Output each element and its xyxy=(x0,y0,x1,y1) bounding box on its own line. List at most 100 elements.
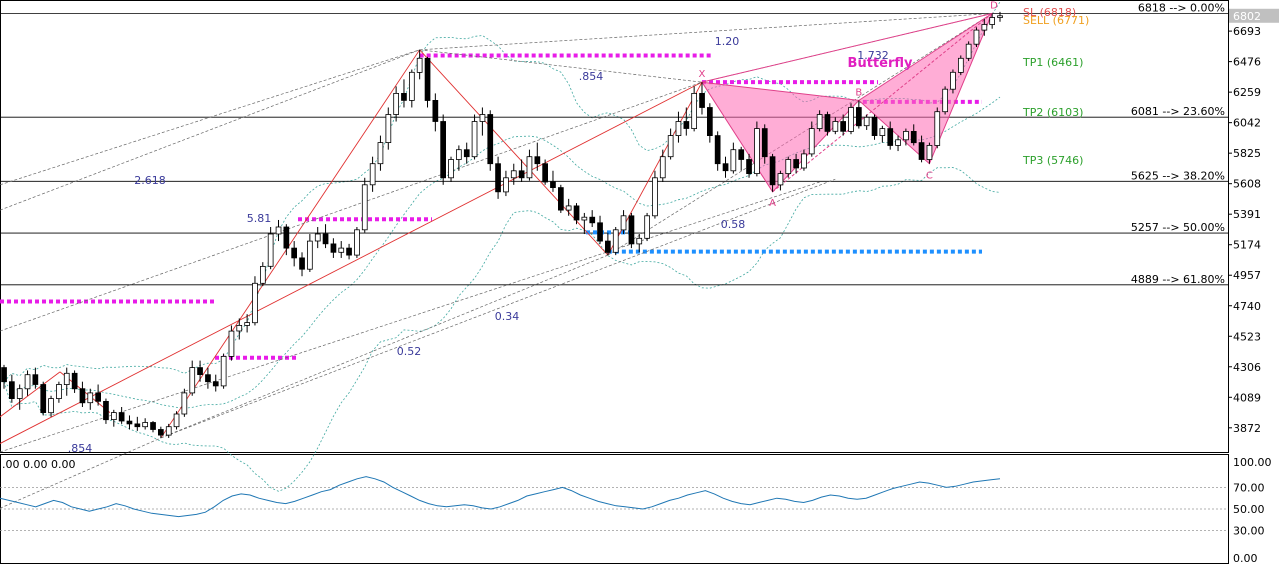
candle-body xyxy=(244,322,250,326)
candle-body xyxy=(918,142,925,160)
price-axis-label: 5825 xyxy=(1233,147,1261,160)
osc-axis-label: 30.00 xyxy=(1233,525,1265,538)
ratio-line xyxy=(0,181,820,453)
candle-body xyxy=(212,381,219,387)
price-axis-label: 4957 xyxy=(1233,269,1261,282)
candle-body xyxy=(910,130,917,144)
candle-body xyxy=(808,128,815,155)
candle-body xyxy=(620,215,627,231)
candle-body xyxy=(683,121,690,129)
candle-body xyxy=(761,128,768,158)
candle-body xyxy=(754,128,760,175)
candle-body xyxy=(777,173,784,186)
candle-body xyxy=(816,114,823,130)
trend-line xyxy=(160,49,421,439)
candle-body xyxy=(87,392,94,404)
candle-body xyxy=(691,93,698,130)
candle-body xyxy=(840,121,847,132)
candle-body xyxy=(487,114,494,165)
candle-body xyxy=(40,384,47,414)
price-axis-label: 4306 xyxy=(1233,361,1261,374)
candle-body xyxy=(267,233,274,267)
candle-body xyxy=(879,128,886,137)
candle-body xyxy=(989,17,996,25)
candle-body xyxy=(965,43,972,59)
candle-body xyxy=(565,205,572,211)
fib-level-label: 6081 --> 23.60% xyxy=(1131,105,1225,118)
price-axis-label: 5608 xyxy=(1233,178,1261,191)
current-price-badge xyxy=(1229,8,1279,23)
candle-body xyxy=(997,15,1003,18)
candle-body xyxy=(824,114,831,132)
pattern-point-label: X xyxy=(699,69,706,80)
ratio-line xyxy=(419,13,993,51)
candle-body xyxy=(558,187,564,211)
price-axis-label: 6476 xyxy=(1233,56,1261,69)
ratio-label: 0.58 xyxy=(721,218,746,231)
candle-body xyxy=(71,372,78,390)
candle-body xyxy=(48,398,54,414)
butterfly-ad-leg xyxy=(772,13,993,193)
price-axis-label: 6042 xyxy=(1233,117,1261,130)
candle-body xyxy=(369,163,376,186)
candle-body xyxy=(338,247,345,253)
osc-axis-label: 50.00 xyxy=(1233,503,1265,516)
osc-line xyxy=(0,476,1001,518)
candle-body xyxy=(463,149,470,158)
candle-body xyxy=(534,156,541,165)
candle-body xyxy=(848,107,854,132)
ratio-label: .854 xyxy=(579,70,604,83)
ratio-line xyxy=(0,49,420,211)
price-axis-label: 4740 xyxy=(1233,300,1261,313)
candle-body xyxy=(181,392,188,415)
candle-body xyxy=(1,367,7,383)
candle-body xyxy=(291,247,298,259)
candle-body xyxy=(605,240,611,253)
price-axis-label: 3872 xyxy=(1233,422,1261,435)
candle-body xyxy=(157,429,164,436)
candle-body xyxy=(895,139,901,146)
osc-axis-label: 100.00 xyxy=(1233,456,1272,469)
candle-body xyxy=(32,374,39,385)
osc-readout: .00 0.00 0.00 xyxy=(2,458,75,471)
fib-level-label: 4889 --> 61.80% xyxy=(1131,273,1225,286)
pattern-point-label: A xyxy=(769,198,776,209)
candle-body xyxy=(801,153,807,169)
price-axis-label: 5174 xyxy=(1233,239,1261,252)
candle-body xyxy=(871,116,878,137)
candle-body xyxy=(542,163,549,183)
candle-body xyxy=(730,149,737,172)
upper-band-line xyxy=(3,1,1001,382)
candle-body xyxy=(659,156,666,179)
fib-level-label: 6818 --> 0.00% xyxy=(1138,2,1225,15)
pattern-point-label: B xyxy=(855,87,862,98)
candle-body xyxy=(385,114,392,144)
candle-body xyxy=(785,159,792,175)
candle-body xyxy=(644,215,651,239)
middle-band-line xyxy=(3,96,1001,409)
candle-body xyxy=(306,240,313,270)
trend-line xyxy=(0,81,703,444)
candle-body xyxy=(981,24,988,31)
candle-body xyxy=(675,121,682,137)
candle-body xyxy=(228,330,235,357)
candle-body xyxy=(220,355,227,387)
candle-body xyxy=(495,163,501,193)
candle-body xyxy=(479,114,486,122)
butterfly-xab-triangle xyxy=(701,81,860,193)
trade-level-label: TP3 (5746) xyxy=(1022,154,1083,167)
osc-axis-label: 70.00 xyxy=(1233,481,1265,494)
candle-body xyxy=(56,384,62,400)
price-axis-label: 6259 xyxy=(1233,86,1261,99)
pattern-name-label: Butterfly xyxy=(848,56,913,71)
candle-body xyxy=(8,381,15,400)
lower-band-line xyxy=(3,167,1001,492)
ratio-line xyxy=(160,254,609,439)
ratio-line xyxy=(419,49,703,83)
ratio-label: 1.732 xyxy=(857,49,889,62)
butterfly-bcd-triangle xyxy=(857,12,994,165)
ratio-label: 5.81 xyxy=(247,212,272,225)
price-axis-label: 5391 xyxy=(1233,208,1261,221)
candle-body xyxy=(589,216,596,224)
